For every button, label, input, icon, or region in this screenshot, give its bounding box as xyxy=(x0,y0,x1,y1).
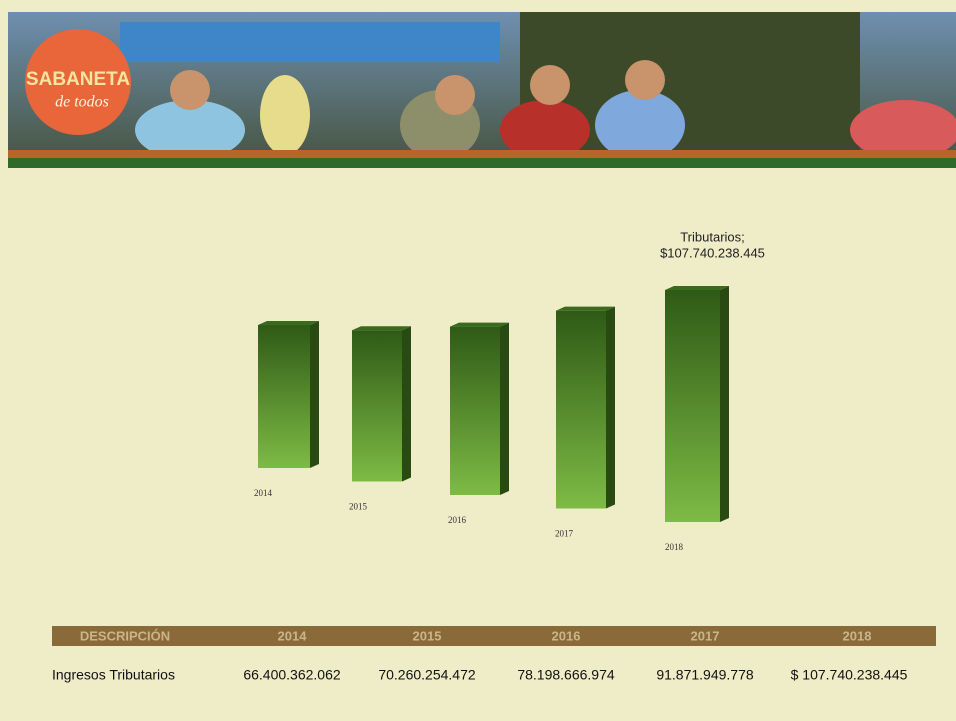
table-header: 2017 xyxy=(691,628,720,643)
x-tick-label: 2017 xyxy=(555,529,574,539)
data-label: $107.740.238.445 xyxy=(660,245,765,260)
bar-top xyxy=(556,306,615,311)
table-cell: Ingresos Tributarios xyxy=(52,667,175,683)
bar-top xyxy=(665,286,729,290)
table: DESCRIPCIÓN 2014 2015 2016 2017 2018 Ingresos … xyxy=(52,626,936,683)
table-header: 2014 xyxy=(278,628,308,643)
header-photo xyxy=(8,12,956,160)
annotation: Tributarios; xyxy=(680,229,745,244)
bar-side xyxy=(310,321,319,468)
table-cell: 78.198.666.974 xyxy=(517,667,615,683)
table-cell: 70.260.254.472 xyxy=(378,667,476,683)
bar xyxy=(352,330,402,482)
table-header-band xyxy=(52,626,936,646)
x-tick-label: 2018 xyxy=(665,542,684,552)
bar-side xyxy=(606,306,615,509)
x-tick-label: 2016 xyxy=(448,515,467,525)
bar xyxy=(450,326,500,495)
logo xyxy=(25,29,131,135)
band xyxy=(8,158,956,168)
logo-title: SABANETA xyxy=(26,69,130,90)
bar-top xyxy=(352,326,411,331)
table-cell: $ 107.740.238.445 xyxy=(791,667,908,683)
band xyxy=(8,150,956,158)
table-cell: 66.400.362.062 xyxy=(243,667,341,683)
table-cell: 91.871.949.778 xyxy=(656,667,754,683)
bar-side xyxy=(720,286,729,522)
chart: 2014 2015 2016 2017 2018 Tributarios;$107.740… xyxy=(254,229,765,552)
bar-top xyxy=(258,321,319,326)
table-header: 2018 xyxy=(843,628,872,643)
x-tick-label: 2015 xyxy=(349,502,368,512)
logo-subtitle: de todos xyxy=(55,94,109,111)
table-header: DESCRIPCIÓN xyxy=(80,628,170,643)
bar xyxy=(258,325,310,468)
table-header: 2015 xyxy=(413,628,442,643)
bar-side xyxy=(500,322,509,495)
x-tick-label: 2014 xyxy=(254,488,273,498)
table-header: 2016 xyxy=(552,628,581,643)
bar-top xyxy=(450,322,509,327)
bar xyxy=(556,310,606,509)
bar xyxy=(665,290,720,522)
bar-side xyxy=(402,326,411,482)
